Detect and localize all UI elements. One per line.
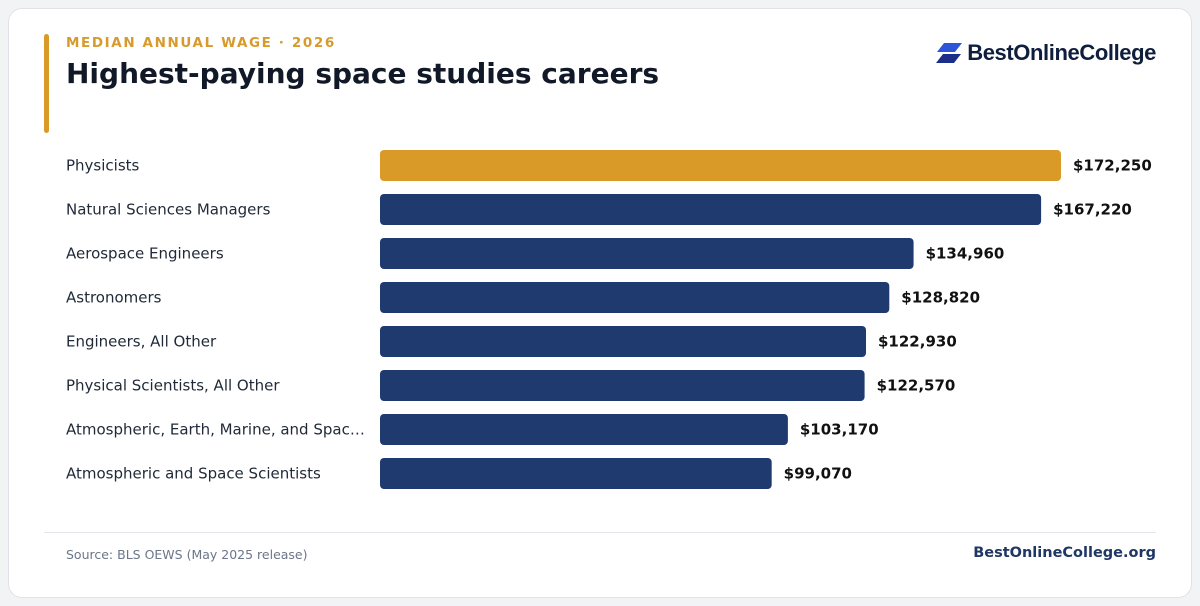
bar-chart: Physicists $172,250 Natural Sciences Manag… <box>66 150 1152 489</box>
chart-card: MEDIAN ANNUAL WAGE · 2026 Highest-paying… <box>8 8 1192 598</box>
value-label: $99,070 <box>784 465 852 483</box>
category-label: Natural Sciences Managers <box>66 201 271 219</box>
category-label: Atmospheric and Space Scientists <box>66 465 321 483</box>
bar <box>380 238 914 269</box>
value-label: $122,570 <box>877 377 956 395</box>
bar <box>380 370 865 401</box>
category-label: Engineers, All Other <box>66 333 217 351</box>
value-label: $172,250 <box>1073 157 1152 175</box>
category-label: Atmospheric, Earth, Marine, and Spac… <box>66 421 365 439</box>
value-label: $122,930 <box>878 333 957 351</box>
logo-text: BestOnlineCollege <box>967 40 1156 65</box>
category-label: Astronomers <box>66 289 162 307</box>
brand-logo[interactable]: BestOnlineCollege <box>936 40 1156 66</box>
bar <box>380 414 788 445</box>
chart-eyebrow: MEDIAN ANNUAL WAGE · 2026 <box>66 35 336 51</box>
value-label: $167,220 <box>1053 201 1132 219</box>
category-label: Aerospace Engineers <box>66 245 224 263</box>
bar <box>380 194 1042 225</box>
value-label: $134,960 <box>926 245 1005 263</box>
bar <box>380 282 890 313</box>
category-label: Physical Scientists, All Other <box>66 377 280 395</box>
value-label: $128,820 <box>901 289 980 307</box>
category-label: Physicists <box>66 157 140 175</box>
source-note: Source: BLS OEWS (May 2025 release) <box>66 547 308 562</box>
stacked-parallelogram-logo-icon <box>936 43 963 63</box>
footer-divider <box>44 532 1156 533</box>
site-link[interactable]: BestOnlineCollege.org <box>973 545 1156 561</box>
chart-title: Highest-paying space studies careers <box>66 57 660 90</box>
bar <box>380 458 772 489</box>
highlighted-bar <box>380 150 1061 181</box>
bar <box>380 326 867 357</box>
accent-bar <box>44 34 49 133</box>
value-label: $103,170 <box>800 421 879 439</box>
